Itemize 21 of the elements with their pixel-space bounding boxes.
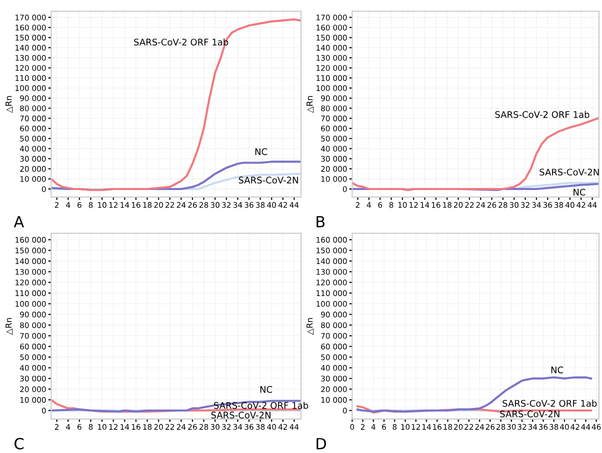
- series-label: SARS-CoV-2N: [540, 168, 599, 176]
- series-label: SARS-CoV-2 ORF 1ab: [502, 400, 597, 407]
- y-axis-title: △Rn: [6, 96, 13, 113]
- series-label: SARS-CoV-2N: [500, 410, 560, 418]
- series-label: SARS-CoV-2N: [211, 412, 270, 418]
- series-label: SARS-CoV-2 ORF 1ab: [134, 38, 228, 46]
- text: C: [14, 438, 24, 450]
- series-label: SARS-CoV-2 ORF 1ab: [214, 402, 308, 409]
- series-label: NC: [551, 366, 564, 374]
- text: B: [316, 216, 325, 228]
- text: A: [14, 216, 24, 228]
- series-label: NC: [260, 386, 272, 393]
- series-label: NC: [574, 188, 586, 196]
- series-label: SARS-CoV-2 ORF 1ab: [495, 110, 590, 118]
- y-axis-title: △Rn: [306, 96, 314, 113]
- series-label: SARS-CoV-2N: [238, 176, 298, 184]
- y-axis-title: △Rn: [6, 318, 13, 335]
- y-axis-title: △Rn: [306, 318, 314, 335]
- line-series: [51, 18, 301, 192]
- series-label: NC: [255, 148, 268, 156]
- text: D: [316, 438, 326, 450]
